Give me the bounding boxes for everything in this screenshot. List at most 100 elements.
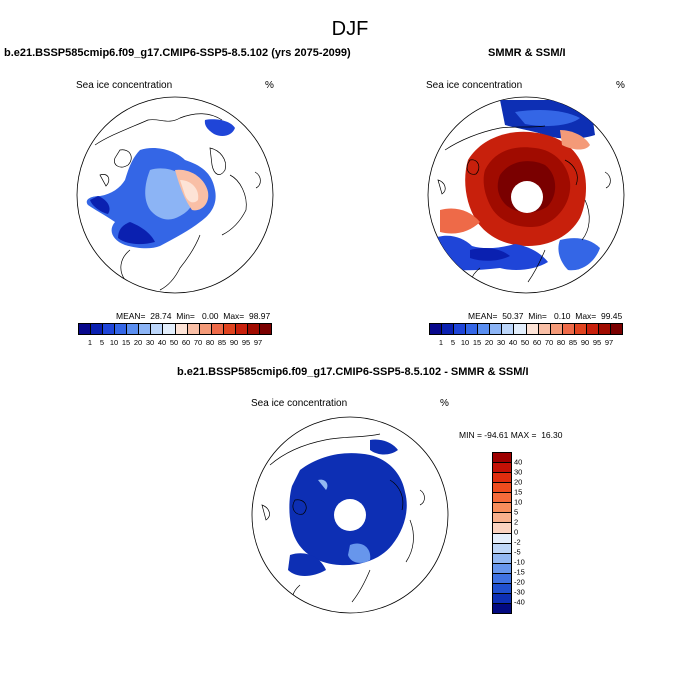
left-colorbar-tick-label: 85 <box>217 338 227 347</box>
left-colorbar-tick-label: 95 <box>241 338 251 347</box>
right-colorbar-cell <box>586 324 599 334</box>
left-colorbar-cell <box>127 324 140 334</box>
diff-colorbar-tick-label: -20 <box>514 577 525 587</box>
figure-title: DJF <box>331 18 369 40</box>
right-colorbar-cell <box>490 324 503 334</box>
left-colorbar-tick-label: 10 <box>109 338 119 347</box>
right-colorbar-cell <box>502 324 515 334</box>
right-colorbar-cell <box>598 324 611 334</box>
left-colorbar-tick-label: 97 <box>253 338 263 347</box>
diff-panel-title: b.e21.BSSP585cmip6.f09_g17.CMIP6-SSP5-8.… <box>177 366 529 378</box>
diff-colorbar-cell <box>493 603 511 613</box>
right-colorbar-cell <box>466 324 479 334</box>
left-colorbar-cell <box>79 324 92 334</box>
left-colorbar-cell <box>163 324 176 334</box>
right-colorbar-cell <box>430 324 443 334</box>
left-colorbar-cell <box>151 324 164 334</box>
diff-colorbar-cell <box>493 573 511 584</box>
left-colorbar-tick-label: 50 <box>169 338 179 347</box>
diff-colorbar-cell <box>493 453 511 464</box>
diff-colorbar-ticks: 40 30 20 15 10 5 2 0 -2 -5 -10 -15 -20 -30 -40 <box>514 452 554 612</box>
right-colorbar-tick-label: 5 <box>450 338 456 347</box>
left-panel-title: b.e21.BSSP585cmip6.f09_g17.CMIP6-SSP5-8.… <box>4 47 351 59</box>
right-colorbar-tick-label: 50 <box>520 338 530 347</box>
right-colorbar-cell <box>514 324 527 334</box>
right-stats: MEAN= 50.37 Min= 0.10 Max= 99.45 <box>468 311 623 321</box>
left-colorbar-cell <box>235 324 248 334</box>
left-colorbar <box>78 323 272 335</box>
right-colorbar-tick-label: 30 <box>496 338 506 347</box>
diff-stats: MIN = -94.61 MAX = 16.30 <box>459 430 563 440</box>
right-colorbar-cell <box>538 324 551 334</box>
diff-colorbar-cell <box>493 483 511 494</box>
right-colorbar-tick-label: 85 <box>568 338 578 347</box>
right-colorbar-cell <box>478 324 491 334</box>
diff-colorbar-tick-label: 2 <box>514 517 519 527</box>
diff-colorbar-tick-label: 0 <box>514 527 519 537</box>
right-colorbar-cell <box>526 324 539 334</box>
left-colorbar-tick-label: 5 <box>99 338 105 347</box>
diff-colorbar-tick-label: 20 <box>514 477 523 487</box>
diff-colorbar-tick-label: -10 <box>514 557 525 567</box>
right-units-label: % <box>616 80 625 91</box>
left-stats: MEAN= 28.74 Min= 0.00 Max= 98.97 <box>116 311 271 321</box>
diff-colorbar-tick-label: 40 <box>514 457 523 467</box>
diff-colorbar-tick-label: 10 <box>514 497 523 507</box>
right-colorbar-tick-label: 10 <box>460 338 470 347</box>
right-colorbar-tick-label: 40 <box>508 338 518 347</box>
diff-colorbar-cell <box>493 473 511 484</box>
right-colorbar-tick-label: 20 <box>484 338 494 347</box>
left-variable-label: Sea ice concentration <box>76 80 173 91</box>
right-colorbar-cell <box>574 324 587 334</box>
diff-colorbar-tick-label: 30 <box>514 467 523 477</box>
diff-variable-label: Sea ice concentration <box>251 398 348 409</box>
left-colorbar-cell <box>103 324 116 334</box>
diff-colorbar-tick-label: 15 <box>514 487 523 497</box>
right-colorbar-tick-label: 95 <box>592 338 602 347</box>
right-colorbar-tick-label: 70 <box>544 338 554 347</box>
left-colorbar-cell <box>175 324 188 334</box>
right-colorbar-tick-label: 97 <box>604 338 614 347</box>
left-colorbar-tick-label: 40 <box>157 338 167 347</box>
diff-colorbar-cell <box>493 503 511 514</box>
diff-colorbar-tick-label: -5 <box>514 547 521 557</box>
right-colorbar-tick-label: 15 <box>472 338 482 347</box>
left-colorbar-cell <box>211 324 224 334</box>
diff-colorbar-tick-label: -15 <box>514 567 525 577</box>
left-colorbar-tick-label: 90 <box>229 338 239 347</box>
diff-colorbar-cell <box>493 553 511 564</box>
left-units-label: % <box>265 80 274 91</box>
right-variable-label: Sea ice concentration <box>426 80 523 91</box>
right-colorbar-cell <box>550 324 563 334</box>
left-colorbar-tick-label: 70 <box>193 338 203 347</box>
right-polar-hole <box>511 181 543 213</box>
right-colorbar-cell <box>442 324 455 334</box>
diff-colorbar-cell <box>493 513 511 524</box>
left-colorbar-cell <box>259 324 271 334</box>
right-colorbar-tick-label: 60 <box>532 338 542 347</box>
diff-colorbar-tick-label: 5 <box>514 507 519 517</box>
diff-colorbar-cell <box>493 523 511 534</box>
diff-colorbar-cell <box>493 563 511 574</box>
left-colorbar-cell <box>247 324 260 334</box>
right-panel-title: SMMR & SSM/I <box>488 47 566 59</box>
diff-colorbar-tick-label: -40 <box>514 597 525 607</box>
left-colorbar-tick-label: 15 <box>121 338 131 347</box>
diff-colorbar <box>492 452 512 614</box>
right-colorbar-tick-label: 90 <box>580 338 590 347</box>
diff-colorbar-cell <box>493 463 511 474</box>
diff-colorbar-cell <box>493 543 511 554</box>
diff-colorbar-tick-label: -30 <box>514 587 525 597</box>
right-colorbar-tick-label: 1 <box>438 338 444 347</box>
diff-units-label: % <box>440 398 449 409</box>
left-colorbar-cell <box>223 324 236 334</box>
diff-colorbar-cell <box>493 493 511 504</box>
right-colorbar-cell <box>610 324 622 334</box>
diff-polar-hole <box>334 499 366 531</box>
right-colorbar-tick-label: 80 <box>556 338 566 347</box>
left-colorbar-cell <box>115 324 128 334</box>
left-colorbar-cell <box>139 324 152 334</box>
